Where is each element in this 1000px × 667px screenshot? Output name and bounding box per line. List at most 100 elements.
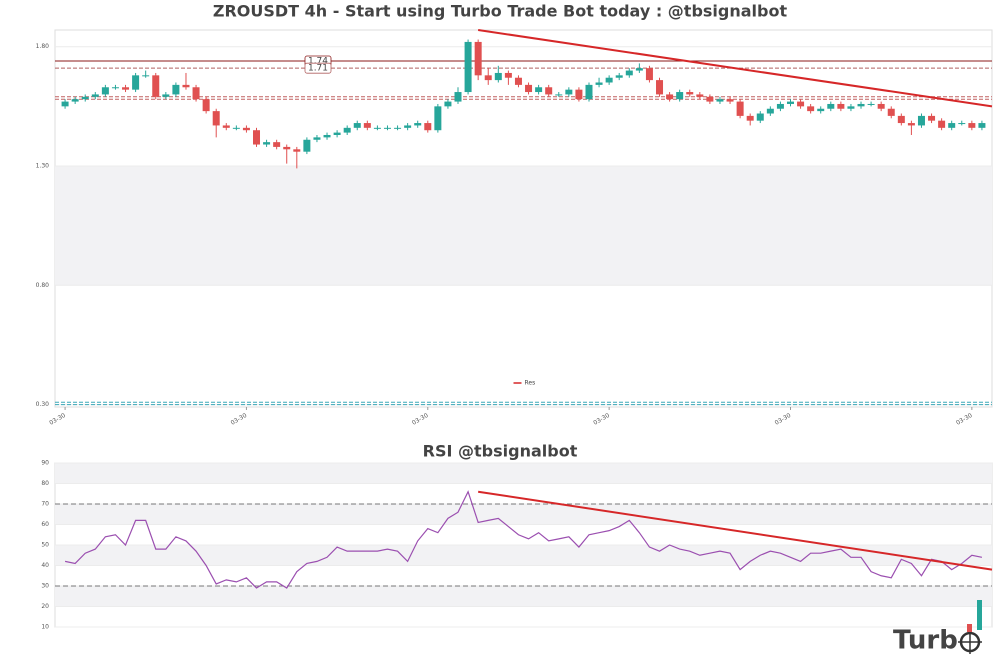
- candle-body: [686, 92, 694, 95]
- candle-body: [837, 103, 845, 109]
- y-tick-label: 20: [41, 603, 49, 610]
- candle-body: [424, 123, 432, 131]
- y-tick-label: 30: [41, 583, 49, 590]
- chart-title: RSI @tbsignalbot: [423, 442, 578, 461]
- y-tick-label: 60: [41, 521, 49, 528]
- trend-line: [478, 490, 993, 571]
- candle-body: [817, 108, 825, 112]
- candle-body: [474, 41, 482, 76]
- candle-body: [525, 84, 533, 93]
- candle-body: [827, 103, 835, 109]
- x-tick-label: 03-30: [774, 412, 793, 427]
- candle-body: [142, 75, 150, 77]
- candle-body: [202, 99, 210, 112]
- candle-body: [917, 115, 925, 126]
- y-tick-label: 1.30: [36, 163, 50, 170]
- candle-body: [696, 94, 704, 97]
- candle-body: [494, 72, 502, 81]
- candle-body: [363, 123, 371, 128]
- candle-body: [222, 125, 230, 128]
- candle-body: [353, 123, 361, 128]
- candle-body: [293, 149, 301, 152]
- candle-body: [122, 87, 130, 90]
- candle-body: [958, 123, 966, 125]
- candle-body: [867, 103, 875, 105]
- candle-body: [172, 84, 180, 95]
- band: [55, 504, 992, 525]
- candle-body: [383, 127, 391, 129]
- logo: Turb: [893, 626, 958, 656]
- candle-body: [565, 89, 573, 95]
- candle-body: [907, 123, 915, 126]
- x-tick-label: 03-30: [230, 412, 249, 427]
- candle-body: [323, 134, 331, 138]
- x-tick-label: 03-30: [955, 412, 974, 427]
- candle-body: [746, 115, 754, 121]
- candle-body: [706, 96, 714, 102]
- candle-body: [192, 87, 200, 100]
- candle-body: [303, 139, 311, 152]
- candle-body: [807, 106, 815, 112]
- rsi-line: [64, 490, 983, 589]
- x-tick-label: 03-30: [411, 412, 430, 427]
- candle-body: [273, 142, 281, 147]
- candle-body: [343, 127, 351, 133]
- candle-body: [101, 87, 109, 95]
- candle-body: [736, 101, 744, 116]
- candle-body: [484, 75, 492, 81]
- candle-body: [595, 82, 603, 85]
- level-label-box: [304, 62, 332, 74]
- candle-body: [71, 99, 79, 102]
- candle-body: [283, 146, 291, 150]
- candle-body: [887, 108, 895, 116]
- candle-body: [776, 103, 784, 109]
- candle-body: [514, 77, 522, 85]
- candle-body: [877, 103, 885, 109]
- band: [55, 166, 992, 286]
- logo-icon: [967, 624, 972, 632]
- band: [55, 586, 992, 607]
- candle-body: [61, 101, 69, 107]
- y-tick-label: 70: [41, 501, 49, 508]
- candle-body: [656, 80, 664, 95]
- candle-body: [162, 94, 170, 97]
- candle-body: [625, 70, 633, 76]
- y-tick-label: 0.30: [36, 401, 50, 408]
- candle-body: [797, 101, 805, 107]
- candle-body: [555, 94, 563, 96]
- candle-body: [242, 127, 250, 131]
- candle-body: [786, 101, 794, 104]
- candle-body: [857, 103, 865, 107]
- candle-body: [333, 132, 341, 135]
- candle-body: [978, 123, 986, 128]
- candle-body: [394, 127, 402, 129]
- candle-body: [404, 125, 412, 128]
- y-tick-label: 40: [41, 562, 49, 569]
- candle-body: [212, 111, 220, 126]
- y-tick-label: 10: [41, 624, 49, 631]
- candle-body: [81, 96, 89, 100]
- candle-body: [132, 75, 140, 90]
- candle-body: [434, 106, 442, 131]
- candle-body: [645, 68, 653, 81]
- candle-body: [504, 72, 512, 78]
- y-tick-label: 0.80: [36, 282, 50, 289]
- x-tick-label: 03-30: [592, 412, 611, 427]
- candle-body: [726, 99, 734, 102]
- candle-body: [373, 127, 381, 129]
- candle-body: [111, 87, 119, 89]
- y-tick-label: 80: [41, 480, 49, 487]
- candle-body: [313, 137, 321, 140]
- y-tick-label: 1.80: [36, 43, 50, 50]
- candle-body: [444, 101, 452, 107]
- candle-body: [716, 99, 724, 102]
- y-tick-label: 50: [41, 542, 49, 549]
- logo-icon: [977, 600, 982, 630]
- trend-line: [478, 29, 993, 108]
- candle-body: [938, 120, 946, 128]
- level-label: 1.71: [308, 64, 328, 74]
- candle-body: [605, 77, 613, 83]
- candle-body: [182, 84, 190, 88]
- candle-body: [575, 89, 583, 100]
- legend-label: Res: [525, 380, 536, 387]
